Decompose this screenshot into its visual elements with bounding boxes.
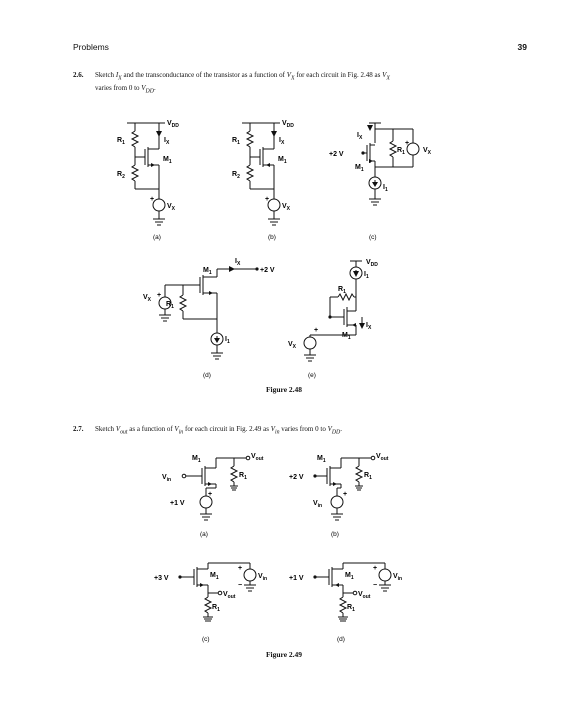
svg-text:VX: VX [282, 203, 291, 212]
svg-text:M1: M1 [210, 572, 219, 581]
svg-text:M1: M1 [355, 164, 364, 173]
problem-2-6: 2.6. Sketch IX and the transconductance … [73, 70, 523, 97]
svg-text:VDD: VDD [282, 120, 294, 129]
problem-number: 2.6. [73, 71, 84, 79]
svg-text:−: − [238, 582, 242, 589]
svg-text:+: + [208, 491, 212, 498]
panel-label: (c) [369, 234, 377, 241]
svg-text:R2: R2 [232, 171, 240, 180]
panel-label: (e) [308, 372, 316, 379]
svg-text:I1: I1 [383, 184, 388, 193]
svg-text:+: + [373, 565, 377, 572]
svg-text:R1: R1 [338, 286, 346, 295]
svg-text:R1: R1 [166, 301, 174, 310]
svg-text:Vin: Vin [393, 573, 402, 582]
svg-text:R1: R1 [347, 604, 355, 613]
svg-text:Vin: Vin [258, 573, 267, 582]
svg-text:VX: VX [143, 294, 152, 303]
svg-text:IX: IX [279, 137, 285, 146]
svg-text:Vout: Vout [223, 591, 236, 600]
svg-text:VDD: VDD [167, 120, 179, 129]
circuit-2-48-c: IX +2 V R1 M1 + VX I1 (c) [329, 122, 432, 241]
svg-text:+: + [150, 196, 154, 203]
svg-text:VX: VX [423, 147, 432, 156]
circuit-2-49-c: M1 +3 V Vout R1 + − Vin (c) [154, 562, 267, 643]
svg-text:R1: R1 [212, 604, 220, 613]
figure-caption-2-48: Figure 2.48 [265, 385, 303, 394]
svg-text:+: + [314, 327, 318, 334]
svg-text:M1: M1 [203, 267, 212, 276]
problem-text: Sketch Vout as a function of Vin for eac… [95, 425, 343, 436]
svg-text:Vout: Vout [358, 591, 371, 600]
svg-text:R2: R2 [117, 171, 125, 180]
panel-label: (d) [203, 372, 211, 379]
svg-text:I1: I1 [225, 336, 230, 345]
svg-text:+1 V: +1 V [289, 575, 304, 582]
circuit-2-48-e: VDD I1 R1 IX M1 + VX (e) [288, 259, 378, 379]
svg-text:VDD: VDD [366, 259, 378, 268]
running-header: Problems [73, 42, 109, 52]
svg-text:R1: R1 [239, 472, 247, 481]
svg-text:Vout: Vout [251, 453, 264, 462]
svg-text:+2 V: +2 V [260, 267, 275, 274]
figure-caption-2-49: Figure 2.49 [265, 650, 303, 659]
svg-text:I1: I1 [364, 271, 369, 280]
svg-text:Vout: Vout [376, 453, 389, 462]
svg-text:IX: IX [357, 132, 363, 141]
svg-text:R1: R1 [117, 137, 125, 146]
panel-label: (a) [200, 531, 208, 538]
svg-text:VX: VX [288, 341, 297, 350]
svg-text:Vin: Vin [162, 474, 171, 483]
svg-text:IX: IX [164, 137, 170, 146]
svg-text:M1: M1 [317, 455, 326, 464]
svg-text:+: + [238, 565, 242, 572]
svg-text:M1: M1 [342, 332, 351, 341]
circuit-2-49-d: M1 +1 V Vout R1 + − Vin (d) [289, 562, 402, 643]
page-number: 39 [517, 42, 527, 52]
panel-label: (b) [268, 234, 276, 241]
svg-text:Vin: Vin [313, 500, 322, 509]
svg-text:R1: R1 [397, 147, 405, 156]
svg-text:R1: R1 [364, 472, 372, 481]
svg-text:R1: R1 [232, 137, 240, 146]
svg-text:+: + [405, 140, 409, 147]
panel-label: (d) [337, 636, 345, 643]
circuit-2-49-a: M1 Vout R1 Vin +1 V + (a) [162, 453, 264, 538]
problem-text: Sketch IX and the transconductance of th… [95, 71, 390, 95]
svg-text:−: − [373, 582, 377, 589]
svg-text:+: + [265, 196, 269, 203]
svg-text:M1: M1 [345, 572, 354, 581]
svg-text:+3 V: +3 V [154, 575, 169, 582]
svg-text:M1: M1 [192, 455, 201, 464]
circuit-2-49-b: M1 Vout R1 +2 V Vin + (b) [289, 453, 389, 538]
svg-text:IX: IX [366, 322, 372, 331]
svg-text:M1: M1 [163, 156, 172, 165]
panel-label: (a) [153, 234, 161, 241]
panel-label: (b) [331, 531, 339, 538]
svg-text:IX: IX [235, 258, 241, 267]
panel-label: (c) [202, 636, 210, 643]
svg-text:M1: M1 [278, 156, 287, 165]
svg-text:+: + [157, 292, 161, 299]
problem-2-7: 2.7. Sketch Vout as a function of Vin fo… [73, 424, 523, 437]
problem-number: 2.7. [73, 425, 84, 433]
circuit-2-48-b: VDD R1 R2 IX M1 + VX (b) [232, 120, 294, 241]
svg-text:+2 V: +2 V [329, 151, 344, 158]
circuit-2-48-d: IX +2 V M1 R1 VX + I1 (d) [143, 258, 275, 379]
circuit-2-48-a: VDD R1 R2 IX M1 + VX (a) [117, 120, 179, 241]
svg-text:+1 V: +1 V [170, 500, 185, 507]
svg-text:+: + [343, 491, 347, 498]
svg-text:+2 V: +2 V [289, 474, 304, 481]
svg-text:VX: VX [167, 203, 176, 212]
